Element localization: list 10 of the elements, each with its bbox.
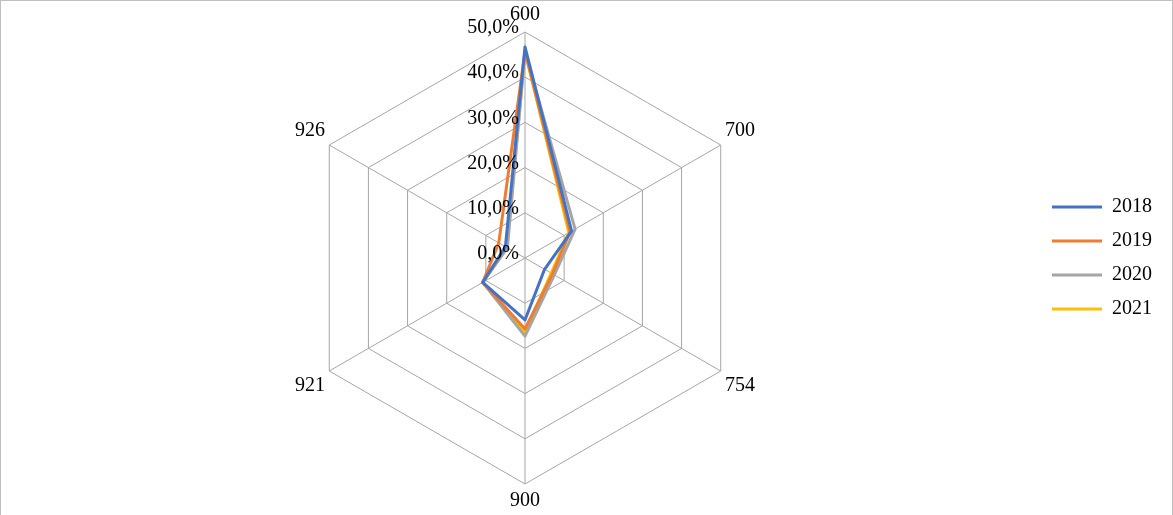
legend-label: 2021 (1112, 296, 1152, 319)
spoke-label: 921 (294, 372, 325, 395)
legend-label: 2018 (1112, 194, 1152, 217)
spoke-label: 700 (725, 117, 756, 140)
spoke-label: 926 (294, 117, 325, 140)
y-tick-label: 40,0% (467, 60, 519, 83)
spoke-label: 900 (510, 488, 540, 511)
legend-label: 2019 (1112, 228, 1152, 251)
spoke-label: 754 (725, 372, 756, 395)
legend-label: 2020 (1112, 262, 1152, 285)
